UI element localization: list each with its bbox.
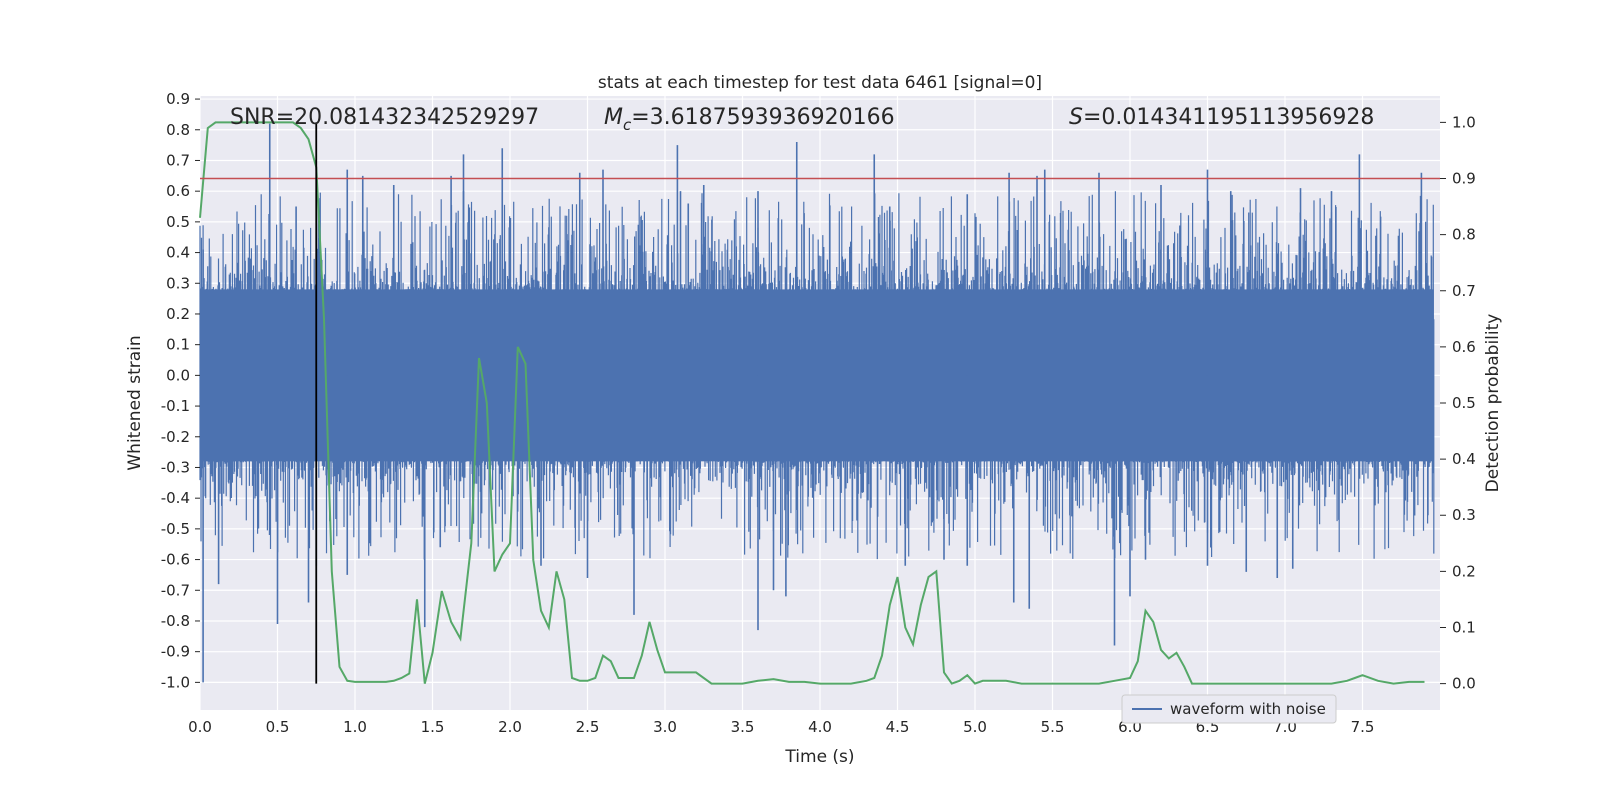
chart-title: stats at each timestep for test data 646…	[598, 73, 1042, 93]
x-tick-label: 7.5	[1351, 718, 1375, 736]
y2-tick-label: 0.4	[1452, 450, 1476, 468]
y2-tick-label: 1.0	[1452, 113, 1476, 131]
y-axis-label: Whitened strain	[125, 335, 145, 470]
y2-tick-label: 0.0	[1452, 675, 1476, 693]
chirp-mass-symbol: M	[604, 105, 623, 130]
y2-tick-label: 0.7	[1452, 282, 1476, 300]
y-tick-label: 0.9	[166, 90, 190, 108]
axes: 0.0 0.5 1.0 1.5 2.0 2.5 3.0 3.5 4.0 4.5 5.0 5.5 6.0 6…	[161, 90, 1476, 736]
legend-label-waveform: waveform with noise	[1170, 700, 1326, 718]
y-tick-label: -0.9	[161, 643, 190, 661]
chirp-mass-value: =3.6187593936920166	[631, 105, 894, 130]
legend: waveform with noise	[1121, 694, 1337, 724]
x-tick-label: 2.5	[576, 718, 600, 736]
y2-axis-label: Detection probability	[1483, 314, 1503, 493]
y-tick-label: -0.2	[161, 428, 190, 446]
x-tick-label: 0.0	[188, 718, 212, 736]
y-tick-label: 0.2	[166, 305, 190, 323]
reference-lines	[200, 122, 1440, 684]
probability-series	[199, 121, 1425, 685]
y2-tick-label: 0.9	[1452, 170, 1476, 188]
y-tick-label: 0.1	[166, 336, 190, 354]
y2-tick-label: 0.2	[1452, 562, 1476, 580]
x-tick-label: 1.0	[343, 718, 367, 736]
x-tick-label: 5.0	[963, 718, 987, 736]
y2-tick-label: 0.8	[1452, 226, 1476, 244]
snr-annotation: SNR=20.081432342529297	[230, 105, 539, 130]
legend-box	[1121, 694, 1337, 724]
x-tick-label: 2.0	[498, 718, 522, 736]
x-tick-label: 0.5	[266, 718, 290, 736]
x-tick-label: 4.0	[808, 718, 832, 736]
y2-tick-label: 0.5	[1452, 394, 1476, 412]
waveform-core	[200, 289, 1434, 462]
s-annotation: S=0.014341195113956928	[1069, 105, 1374, 130]
y-tick-label: 0.3	[166, 274, 190, 292]
y-tick-label: 0.4	[166, 244, 190, 262]
y-tick-label: -1.0	[161, 673, 190, 691]
y-tick-label: 0.6	[166, 182, 190, 200]
x-tick-label: 1.5	[421, 718, 445, 736]
probability-line	[199, 121, 1425, 685]
y-tick-label: 0.5	[166, 213, 190, 231]
y2-tick-label: 0.6	[1452, 338, 1476, 356]
y-tick-label: -0.7	[161, 581, 190, 599]
y-tick-label: -0.6	[161, 551, 190, 569]
waveform-series	[199, 123, 1435, 683]
y-tick-label: -0.3	[161, 458, 190, 476]
y2-tick-label: 0.1	[1452, 618, 1476, 636]
s-symbol: S	[1069, 105, 1083, 130]
y-tick-label: -0.8	[161, 612, 190, 630]
s-value: =0.014341195113956928	[1083, 105, 1374, 130]
x-tick-label: 3.0	[653, 718, 677, 736]
x-axis-label: Time (s)	[784, 747, 854, 767]
y-tick-label: -0.4	[161, 489, 190, 507]
x-tick-label: 5.5	[1041, 718, 1065, 736]
y2-tick-label: 0.3	[1452, 506, 1476, 524]
x-tick-label: 3.5	[731, 718, 755, 736]
y-tick-label: -0.1	[161, 397, 190, 415]
y-tick-label: 0.8	[166, 121, 190, 139]
chirp-mass-subscript: c	[623, 116, 632, 134]
x-tick-label: 4.5	[886, 718, 910, 736]
y-tick-label: 0.0	[166, 366, 190, 384]
y-tick-label: -0.5	[161, 520, 190, 538]
y-tick-label: 0.7	[166, 151, 190, 169]
chirp-mass-annotation: Mc=3.6187593936920166	[604, 105, 895, 134]
